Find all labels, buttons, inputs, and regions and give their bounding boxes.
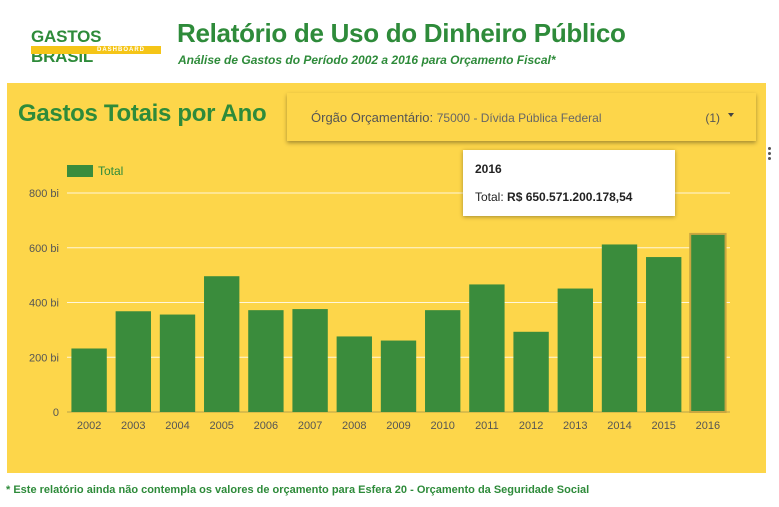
y-tick-label: 0 — [53, 407, 59, 419]
y-tick-label: 800 bi — [29, 188, 59, 200]
legend-label: Total — [98, 164, 123, 178]
bar-2016 — [689, 232, 727, 413]
x-tick-label: 2016 — [696, 420, 720, 432]
tooltip-year: 2016 — [475, 162, 502, 176]
tooltip-value: R$ 650.571.200.178,54 — [507, 190, 633, 204]
legend-swatch — [67, 165, 93, 177]
filter-label-group: Órgão Orçamentário: 75000 - Dívida Públi… — [311, 110, 602, 125]
chart-tooltip: 2016 Total: R$ 650.571.200.178,54 — [463, 150, 675, 216]
bar-2010 — [425, 310, 461, 412]
filter-count: (1) — [705, 111, 720, 125]
bar-2006 — [248, 310, 284, 412]
bar-2015 — [646, 257, 682, 412]
y-tick-label: 200 bi — [29, 352, 59, 364]
x-tick-label: 2015 — [651, 420, 675, 432]
x-tick-label: 2012 — [519, 420, 543, 432]
report-subtitle: Análise de Gastos do Período 2002 a 2016… — [178, 53, 556, 67]
y-tick-label: 400 bi — [29, 298, 59, 310]
bar-2009 — [380, 340, 417, 412]
filter-label: Órgão Orçamentário: — [311, 110, 434, 125]
x-tick-label: 2005 — [209, 420, 233, 432]
bar-2002 — [71, 348, 107, 412]
x-tick-label: 2003 — [121, 420, 145, 432]
y-tick-label: 600 bi — [29, 243, 59, 255]
gastos-brasil-logo: GASTOS BRASiL DASHBOARD — [31, 27, 161, 66]
bar-2004 — [159, 314, 196, 412]
filter-value: 75000 - Dívida Pública Federal — [436, 111, 602, 125]
x-tick-label: 2014 — [607, 420, 631, 432]
x-tick-label: 2006 — [254, 420, 278, 432]
x-tick-label: 2002 — [77, 420, 101, 432]
bar-2014 — [601, 244, 638, 412]
x-tick-label: 2009 — [386, 420, 410, 432]
x-tick-label: 2010 — [430, 420, 454, 432]
chevron-down-icon[interactable] — [728, 113, 734, 117]
more-options-icon[interactable] — [767, 147, 773, 163]
panel-title: Gastos Totais por Ano — [18, 100, 267, 127]
footnote: * Este relatório ainda não contempla os … — [6, 484, 590, 496]
logo-subtitle-bar: DASHBOARD — [31, 46, 161, 54]
tooltip-line: Total: R$ 650.571.200.178,54 — [475, 190, 663, 204]
x-tick-label: 2013 — [563, 420, 587, 432]
bar-2005 — [204, 276, 240, 412]
orgao-orcamentario-filter[interactable]: Órgão Orçamentário: 75000 - Dívida Públi… — [287, 93, 756, 141]
bar-chart: 0 200 bi 400 bi 600 bi 800 bi Total 2002 2003 20… — [29, 164, 730, 432]
bar-2012 — [513, 331, 549, 412]
report-title: Relatório de Uso do Dinheiro Público — [177, 18, 626, 48]
bar-2008 — [336, 336, 372, 412]
bar-2003 — [115, 311, 151, 412]
report-header: GASTOS BRASiL DASHBOARD Relatório de Uso… — [0, 0, 779, 82]
tooltip-label: Total: — [475, 190, 504, 204]
x-tick-label: 2004 — [165, 420, 189, 432]
bar-2013 — [557, 288, 593, 412]
x-tick-label: 2007 — [298, 420, 322, 432]
bar-2011 — [469, 284, 505, 412]
x-tick-label: 2011 — [475, 420, 499, 432]
bar-2007 — [292, 309, 328, 412]
x-tick-label: 2008 — [342, 420, 366, 432]
